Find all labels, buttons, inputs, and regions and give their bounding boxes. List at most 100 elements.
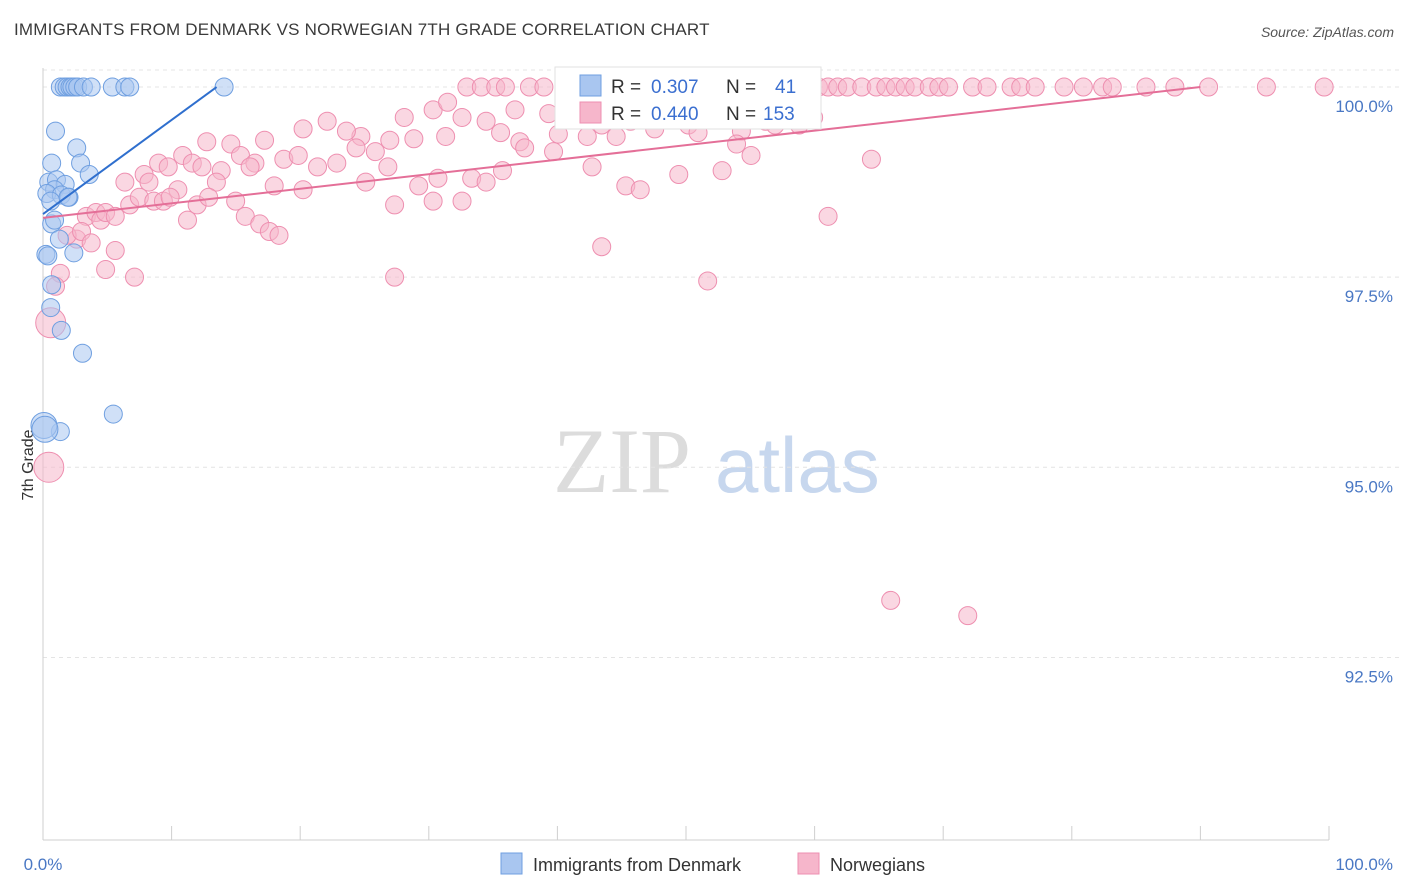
denmark-point-32	[38, 246, 58, 266]
norwegians-point-42	[1054, 77, 1074, 97]
legend-swatch-pink	[579, 101, 602, 124]
norwegians-point-36	[938, 77, 958, 97]
norwegians-point-56	[505, 100, 525, 120]
norwegians-point-55	[476, 111, 496, 131]
norwegians-point-111	[741, 145, 761, 165]
norwegians-point-147	[105, 241, 125, 261]
denmark-point-40	[31, 415, 59, 443]
y-tick-label-3: 92.5%	[1345, 667, 1393, 686]
x-tick-label-0: 0.0%	[24, 855, 63, 874]
norwegians-point-43	[1073, 77, 1093, 97]
legend-n-label-2: N =	[726, 104, 756, 125]
norwegians-point-77	[380, 130, 400, 150]
x-tick-label-1: 100.0%	[1335, 855, 1393, 874]
norwegians-point-161	[881, 590, 901, 610]
denmark-point-13	[46, 121, 66, 141]
norwegians-point-105	[582, 157, 602, 177]
legend-n-value-1: 41	[775, 77, 796, 98]
denmark-point-28	[45, 210, 65, 230]
norwegians-point-119	[192, 157, 212, 177]
watermark: ZIP atlas	[553, 410, 880, 512]
legend-swatch-blue	[579, 74, 602, 97]
norwegians-point-162	[958, 606, 978, 626]
norwegians-point-154	[592, 237, 612, 257]
chart-source: Source: ZipAtlas.com	[1260, 24, 1394, 40]
x-tick-labels: 0.0% 100.0%	[24, 855, 1393, 874]
norwegians-point-128	[452, 191, 472, 211]
norwegians-point-74	[491, 123, 511, 143]
norwegians-point-117	[158, 157, 178, 177]
legend-r-label-2: R =	[611, 104, 641, 125]
legend-r-value-2: 0.440	[651, 104, 699, 125]
norwegians-point-113	[861, 149, 881, 169]
norwegians-point-122	[240, 157, 260, 177]
norwegians-point-120	[206, 172, 226, 192]
norwegians-point-79	[336, 121, 356, 141]
norwegians-point-38	[977, 77, 997, 97]
norwegians-point-97	[378, 157, 398, 177]
norwegians-point-136	[199, 187, 219, 207]
norwegians-point-104	[544, 142, 564, 162]
norwegians-point-48	[1199, 77, 1219, 97]
norwegians-point-141	[105, 206, 125, 226]
norwegians-point-45	[1102, 77, 1122, 97]
norwegians-point-126	[385, 195, 405, 215]
series-legend-swatch-denmark	[500, 852, 523, 875]
denmark-point-34	[41, 298, 61, 318]
denmark-point-16	[42, 153, 62, 173]
norwegians-point-101	[476, 172, 496, 192]
norwegians-point-92	[288, 145, 308, 165]
norwegians-point-46	[1136, 77, 1156, 97]
watermark-zip: ZIP	[553, 410, 691, 512]
legend-r-label-1: R =	[611, 77, 641, 98]
norwegians-point-103	[515, 138, 535, 158]
norwegians-point-81	[293, 119, 313, 139]
norwegians-point-82	[255, 130, 275, 150]
norwegians-point-152	[269, 225, 289, 245]
norwegians-point-50	[1314, 77, 1334, 97]
norwegians-point-146	[96, 260, 116, 280]
y-axis-title: 7th Grade	[20, 429, 37, 500]
norwegians-point-107	[630, 180, 650, 200]
norwegians-point-114	[115, 172, 135, 192]
norwegians-point-49	[1256, 77, 1276, 97]
series-legend-label-norwegians: Norwegians	[830, 855, 925, 875]
norwegians-point-51	[394, 107, 414, 127]
denmark-point-35	[51, 320, 71, 340]
norwegians-point-134	[177, 210, 197, 230]
norwegians-trend-line	[42, 86, 1201, 219]
y-tick-label-0: 100.0%	[1335, 97, 1393, 116]
chart-title: IMMIGRANTS FROM DENMARK VS NORWEGIAN 7TH…	[14, 20, 710, 39]
norwegians-point-93	[308, 157, 328, 177]
norwegians-point-84	[197, 132, 217, 152]
norwegians-point-148	[125, 267, 145, 287]
y-tick-label-2: 95.0%	[1345, 477, 1393, 496]
norwegians-point-156	[818, 206, 838, 226]
series-legend: Immigrants from Denmark Norwegians	[500, 852, 925, 875]
y-tick-labels: 100.0% 97.5% 95.0% 92.5%	[1335, 97, 1393, 686]
norwegians-point-75	[436, 126, 456, 146]
denmark-point-12	[214, 77, 234, 97]
denmark-trend-line	[42, 86, 218, 215]
norwegians-point-160	[33, 451, 65, 483]
norwegians-point-95	[346, 138, 366, 158]
norwegians-point-71	[577, 126, 597, 146]
denmark-point-8	[81, 77, 101, 97]
norwegians-point-96	[365, 142, 385, 162]
legend-r-value-1: 0.307	[651, 77, 699, 98]
norwegians-point-153	[385, 267, 405, 287]
denmark-point-30	[64, 243, 84, 263]
norwegians-point-3	[495, 77, 515, 97]
denmark-point-33	[42, 275, 62, 295]
denmark-point-36	[72, 343, 92, 363]
denmark-points	[30, 77, 234, 443]
norwegians-point-70	[606, 126, 626, 146]
norwegians-point-116	[139, 172, 159, 192]
norwegians-point-98	[409, 176, 429, 196]
norwegians-point-47	[1165, 77, 1185, 97]
series-legend-label-denmark: Immigrants from Denmark	[533, 855, 742, 875]
norwegians-point-155	[698, 271, 718, 291]
denmark-point-11	[120, 77, 140, 97]
denmark-point-29	[49, 229, 69, 249]
